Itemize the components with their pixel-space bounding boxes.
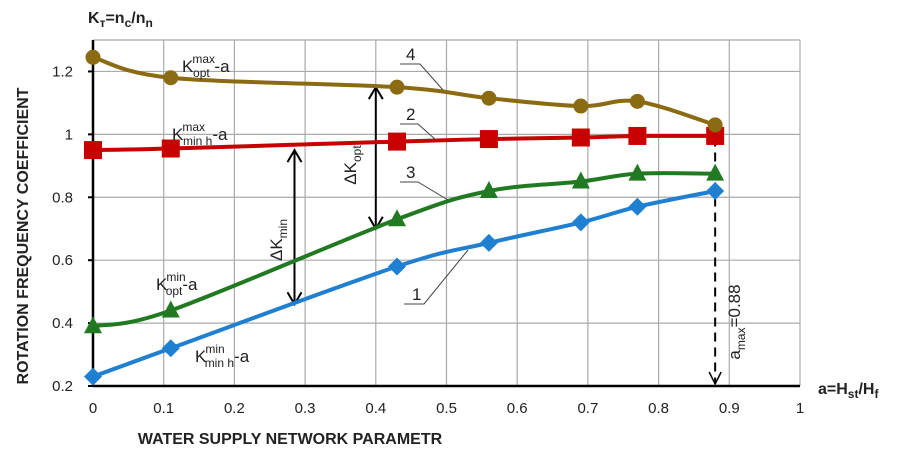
point-circle (481, 90, 497, 106)
x-tick-label: 0.2 (224, 400, 245, 417)
svg-text:4: 4 (406, 45, 415, 64)
annotations (286, 85, 722, 386)
y-tick-label: 0.4 (52, 315, 73, 332)
y-axis-title: Kт=nc/nn (88, 10, 153, 30)
series (84, 49, 725, 386)
point-triangle (706, 163, 725, 181)
x-tick-label: 0.3 (295, 400, 316, 417)
point-diamond (706, 181, 725, 200)
point-square (706, 126, 725, 145)
series-line-3 (92, 171, 716, 329)
label-k-minh-min: Kmin min h-a (195, 342, 250, 370)
point-square (388, 132, 407, 151)
x-tick-label: 0.6 (507, 400, 528, 417)
y-tick-label: 1 (65, 126, 73, 143)
point-circle (629, 93, 645, 109)
y-tick-label: 0.6 (52, 252, 73, 269)
x-tick-label: 1 (796, 400, 804, 417)
series-2 (84, 126, 725, 160)
x-tick-label: 0.1 (153, 400, 174, 417)
x-tick-label: 0.4 (365, 400, 386, 417)
series-1 (84, 181, 725, 386)
point-diamond (161, 339, 180, 358)
svg-text:3: 3 (406, 163, 415, 182)
x-tick-label: 0.8 (648, 400, 669, 417)
y-tick-label: 1.2 (52, 63, 73, 80)
point-triangle (161, 300, 180, 318)
point-circle (85, 49, 101, 65)
point-triangle (571, 171, 590, 189)
a-max-label: amax=0.88 (725, 284, 748, 359)
y-tick-label: 0.8 (52, 189, 73, 206)
point-circle (573, 98, 589, 114)
label-k-opt-max: Kmax opt -a (182, 52, 230, 80)
x-axis-label: WATER SUPPLY NETWORK PARAMETR (138, 431, 443, 448)
callout-1: 1 (404, 249, 469, 305)
point-triangle (388, 209, 407, 227)
x-tick-label: 0.7 (577, 400, 598, 417)
svg-text:2: 2 (406, 105, 415, 124)
series-3 (84, 163, 725, 334)
y-tick-label: 0.2 (52, 378, 73, 395)
point-diamond (479, 233, 498, 252)
point-square (84, 141, 102, 160)
x-tick-label: 0.9 (719, 400, 740, 417)
label-k-minh-max: Kmax min h-a (172, 120, 228, 148)
callout-3: 3 (400, 163, 449, 201)
delta-k-min-arrow-arrowhead-top (286, 148, 303, 163)
point-square (571, 128, 590, 147)
point-circle (163, 70, 179, 86)
point-triangle (84, 316, 102, 334)
delta-k-min-label: ΔKmin (267, 219, 290, 261)
point-circle (389, 79, 405, 95)
x-axis-title: a=Hst/Hf (818, 381, 879, 401)
svg-text:1: 1 (412, 285, 421, 304)
label-k-opt-min: Kmin opt-a (156, 270, 198, 298)
point-square (161, 139, 180, 158)
point-circle (707, 117, 723, 133)
x-tick-label: 0 (89, 400, 97, 417)
point-diamond (571, 213, 590, 232)
point-triangle (479, 180, 498, 198)
x-tick-label: 0.5 (436, 400, 457, 417)
callout-2: 2 (400, 105, 437, 141)
point-square (628, 126, 647, 145)
point-diamond (628, 197, 647, 216)
tick-labels: 0 0.1 0.2 0.3 0.4 0.5 0.6 0.7 0.8 0.9 1 0.2 0.4 0.6 0.… (52, 63, 804, 417)
y-axis-label: ROTATION FREQUENCY COEFFICIENT (15, 87, 32, 384)
point-diamond (388, 257, 407, 276)
point-diamond (84, 367, 102, 386)
callout-4: 4 (400, 45, 444, 91)
delta-k-opt-label: ΔKopt (341, 145, 364, 185)
a-max-arrowhead (708, 371, 722, 386)
series-4 (85, 49, 723, 133)
point-triangle (628, 163, 647, 181)
point-square (479, 130, 498, 149)
